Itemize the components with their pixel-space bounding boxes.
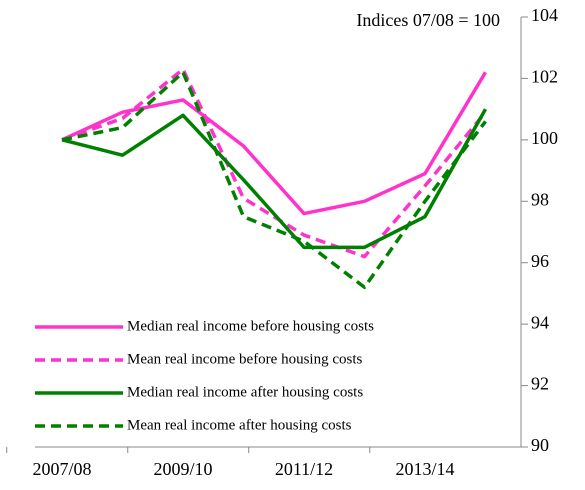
- y-tick-label: 98: [531, 189, 549, 209]
- y-tick-label: 92: [531, 374, 549, 394]
- y-tick-label: 100: [531, 128, 558, 148]
- legend-label: Median real income after housing costs: [127, 384, 363, 400]
- y-tick-label: 102: [531, 67, 558, 87]
- y-tick-label: 94: [531, 312, 549, 332]
- y-tick-label: 96: [531, 251, 549, 271]
- y-tick-label: 104: [531, 5, 558, 25]
- series-line: [61, 71, 488, 216]
- legend-label: Median real income before housing costs: [127, 318, 374, 334]
- chart-title: Indices 07/08 = 100: [356, 10, 500, 30]
- series-line: [61, 70, 487, 290]
- x-tick-label: 2011/12: [275, 459, 333, 479]
- x-tick-label: 2009/10: [153, 459, 212, 479]
- x-tick-label: 2007/08: [32, 459, 91, 479]
- series-line: [61, 67, 487, 259]
- series-line: [61, 108, 488, 250]
- x-tick-label: 2013/14: [395, 459, 454, 479]
- y-tick-label: 90: [531, 435, 549, 455]
- legend-label: Mean real income after housing costs: [127, 417, 352, 433]
- legend-label: Mean real income before housing costs: [127, 351, 363, 367]
